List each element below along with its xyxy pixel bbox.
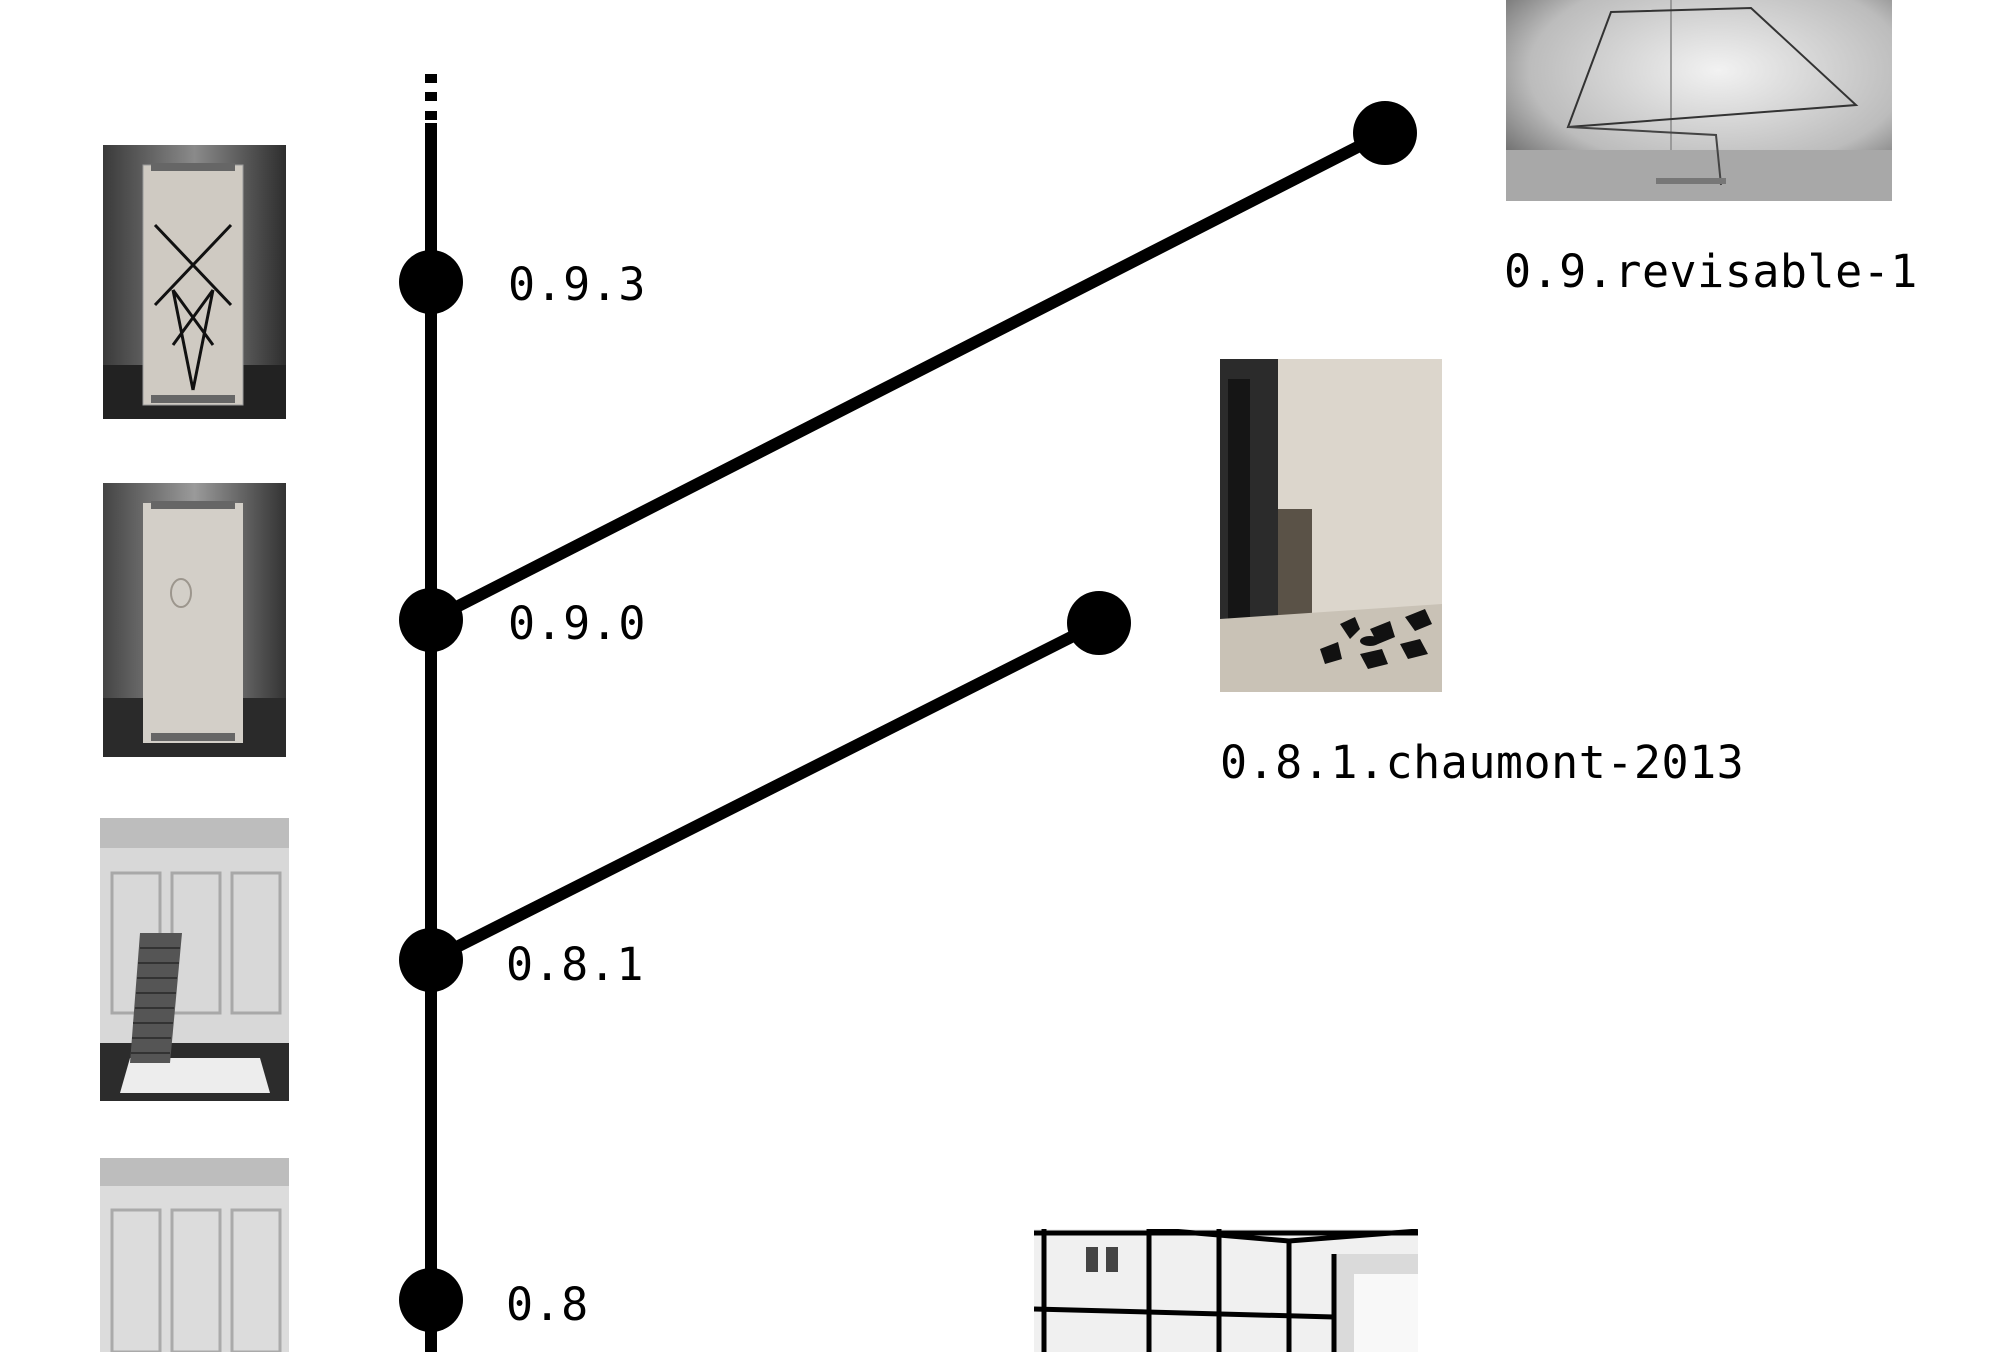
trunk-ellipsis-dash-2 (425, 92, 437, 101)
node-0-8[interactable] (399, 1268, 463, 1332)
branch-line-chaumont (428, 617, 1102, 966)
label-revisable[interactable]: 0.9.revisable-1 (1504, 245, 1918, 298)
thumbnail-revisable[interactable] (1506, 0, 1892, 201)
node-0-8-1[interactable] (399, 928, 463, 992)
label-chaumont[interactable]: 0.8.1.chaumont-2013 (1220, 736, 1745, 789)
node-0-9-0[interactable] (399, 588, 463, 652)
node-0-9-3[interactable] (399, 250, 463, 314)
label-0-9-3[interactable]: 0.9.3 (508, 258, 646, 311)
node-chaumont[interactable] (1067, 591, 1131, 655)
label-0-8-1[interactable]: 0.8.1 (506, 938, 644, 991)
thumbnail-0-9-3[interactable] (103, 145, 286, 419)
trunk-ellipsis-dash-1 (425, 74, 437, 83)
label-0-8[interactable]: 0.8 (506, 1278, 589, 1331)
thumbnail-chaumont[interactable] (1220, 359, 1442, 692)
branch-line-revisable (428, 127, 1388, 626)
thumbnail-gallery[interactable] (1034, 1229, 1418, 1352)
thumbnail-0-9-0[interactable] (103, 483, 286, 757)
label-0-9-0[interactable]: 0.9.0 (508, 597, 646, 650)
thumbnail-0-8-1[interactable] (100, 818, 289, 1101)
trunk-line (425, 123, 437, 1352)
trunk-ellipsis-dash-3 (425, 111, 437, 120)
node-revisable[interactable] (1353, 101, 1417, 165)
thumbnail-0-8[interactable] (100, 1158, 289, 1352)
